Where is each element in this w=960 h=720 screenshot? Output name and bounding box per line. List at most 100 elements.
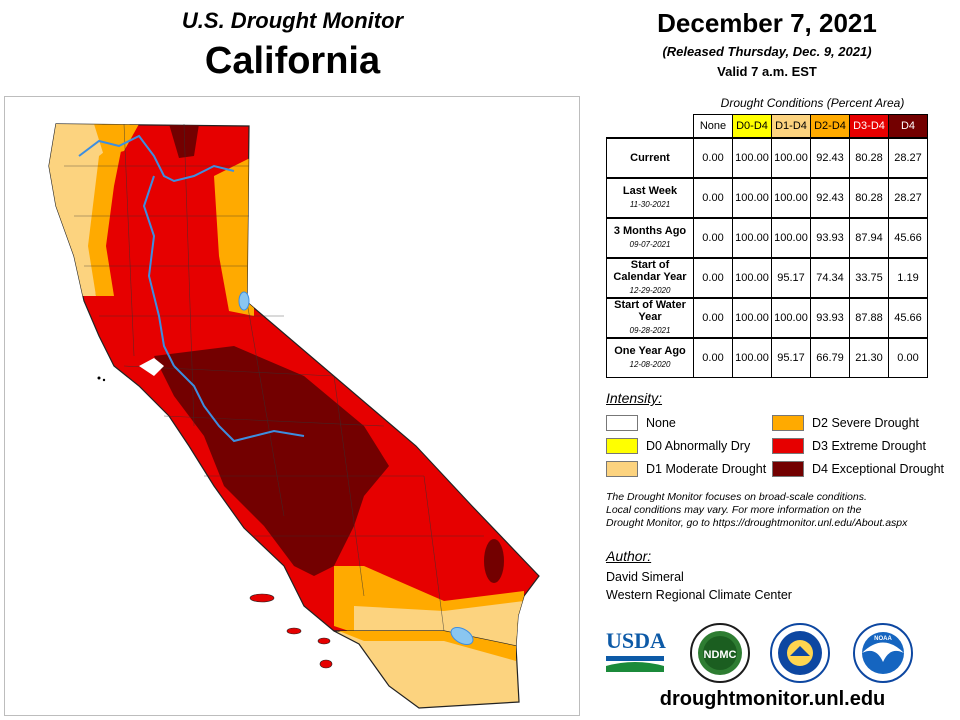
usda-logo-text: USDA (606, 628, 666, 653)
map-date: December 7, 2021 (657, 8, 877, 38)
table-row: One Year Ago 12-08-2020 0.00 100.00 95.17… (606, 337, 928, 378)
column-header-none: None (693, 114, 733, 139)
table-cell: 0.00 (888, 337, 928, 378)
legend-swatch (606, 461, 638, 477)
legend-label: D2 Severe Drought (812, 416, 920, 430)
row-date: 11-30-2021 (629, 200, 671, 209)
row-date: 12-29-2020 (629, 286, 671, 295)
legend-swatch (772, 415, 804, 431)
column-header-d4: D4 (888, 114, 928, 139)
california-drought-map (48, 123, 540, 709)
note-line: Local conditions may vary. For more info… (606, 504, 862, 516)
disclaimer-note: The Drought Monitor focuses on broad-sca… (606, 491, 951, 530)
row-date: 09-28-2021 (629, 326, 671, 335)
legend-label: D4 Exceptional Drought (812, 462, 945, 476)
table-cell: 87.94 (849, 217, 889, 259)
channel-island-4 (319, 659, 333, 669)
column-header-d1-d4: D1-D4 (771, 114, 811, 139)
table-corner (607, 115, 694, 139)
table-cell: 100.00 (732, 297, 772, 339)
note-line: Drought Monitor, go to https://droughtmo… (606, 517, 908, 529)
table-cell: 87.88 (849, 297, 889, 339)
channel-island-3 (317, 637, 331, 645)
legend-item-d0: D0 Abnormally Dry (606, 438, 750, 454)
table-cell: 66.79 (810, 337, 850, 378)
table-cell: 93.93 (810, 297, 850, 339)
table-cell: 100.00 (771, 217, 811, 259)
table-cell: 80.28 (849, 137, 889, 179)
table-cell: 92.43 (810, 137, 850, 179)
table-row: Start of Calendar Year 12-29-2020 0.00 10… (606, 257, 928, 299)
table-cell: 92.43 (810, 177, 850, 219)
row-label-text: One Year Ago (614, 345, 686, 357)
table-cell: 45.66 (888, 297, 928, 339)
farallon-dot-1 (97, 376, 101, 380)
table-cell: 100.00 (732, 337, 772, 378)
table-cell: 100.00 (771, 297, 811, 339)
table-cell: 1.19 (888, 257, 928, 299)
usda-logo: USDA (606, 628, 666, 672)
row-label: Start of Water Year 09-28-2021 (606, 297, 694, 339)
note-line: The Drought Monitor focuses on broad-sca… (606, 491, 867, 503)
legend-item-d1: D1 Moderate Drought (606, 461, 766, 477)
farallon-dot-2 (102, 378, 106, 382)
table-cell: 100.00 (732, 177, 772, 219)
legend-title: Intensity: (606, 390, 663, 406)
channel-island-1 (249, 593, 275, 603)
table-cell: 45.66 (888, 217, 928, 259)
table-cell: 100.00 (771, 177, 811, 219)
table-cell: 0.00 (693, 217, 733, 259)
table-cell: 100.00 (732, 217, 772, 259)
d2-northeast-area (214, 156, 254, 316)
legend-swatch (606, 438, 638, 454)
row-label-text: 3 Months Ago (613, 225, 687, 237)
row-label: Last Week 11-30-2021 (606, 177, 694, 219)
header-subtitle: U.S. Drought Monitor (181, 8, 404, 33)
legend-item-d4: D4 Exceptional Drought (772, 461, 944, 477)
table-cell: 0.00 (693, 257, 733, 299)
legend-label: D0 Abnormally Dry (646, 439, 751, 453)
author-name: David Simeral (606, 570, 684, 584)
row-label: Start of Calendar Year 12-29-2020 (606, 257, 694, 299)
state-title: California (204, 40, 381, 82)
table-cell: 74.34 (810, 257, 850, 299)
sacramento-river (78, 134, 305, 443)
table-cell: 28.27 (888, 177, 928, 219)
noaa-logo-text: NOAA (874, 636, 892, 642)
legend-swatch (772, 438, 804, 454)
map-frame (4, 96, 580, 716)
county-lines (64, 123, 484, 632)
lake-tahoe (238, 291, 250, 311)
website-url[interactable]: droughtmonitor.unl.edu (659, 688, 886, 710)
column-header-d0-d4: D0-D4 (732, 114, 772, 139)
d4-north-area (169, 124, 199, 158)
table-title: Drought Conditions (Percent Area) (720, 96, 905, 110)
table-cell: 93.93 (810, 217, 850, 259)
noaa-logo: NOAA (853, 623, 913, 683)
row-label-text: Last Week (622, 185, 678, 197)
d2-north-top-area (94, 124, 139, 156)
legend-label: D3 Extreme Drought (812, 439, 926, 453)
d4-southeast-spot (484, 539, 504, 583)
ndmc-logo-text: NDMC (704, 649, 737, 661)
legend-item-d2: D2 Severe Drought (772, 415, 919, 431)
table-cell: 33.75 (849, 257, 889, 299)
table-cell: 95.17 (771, 337, 811, 378)
table-cell: 95.17 (771, 257, 811, 299)
author-organization: Western Regional Climate Center (606, 588, 792, 602)
table-row: Current 0.00 100.00 100.00 92.43 80.28 2… (606, 137, 928, 179)
channel-island-2 (286, 627, 302, 635)
d1-south-area (354, 601, 534, 646)
drought-conditions-table: None D0-D4 D1-D4 D2-D4 D3-D4 D4 Current … (606, 114, 928, 378)
valid-time: Valid 7 a.m. EST (717, 64, 817, 79)
commerce-logo (770, 623, 830, 683)
column-header-d3-d4: D3-D4 (849, 114, 889, 139)
table-cell: 0.00 (693, 137, 733, 179)
column-header-d2-d4: D2-D4 (810, 114, 850, 139)
author-heading: Author: (606, 548, 652, 564)
legend-swatch (606, 415, 638, 431)
table-cell: 0.00 (693, 337, 733, 378)
legend-swatch (772, 461, 804, 477)
ndmc-logo: NDMC (690, 623, 750, 683)
legend-label: D1 Moderate Drought (646, 462, 767, 476)
